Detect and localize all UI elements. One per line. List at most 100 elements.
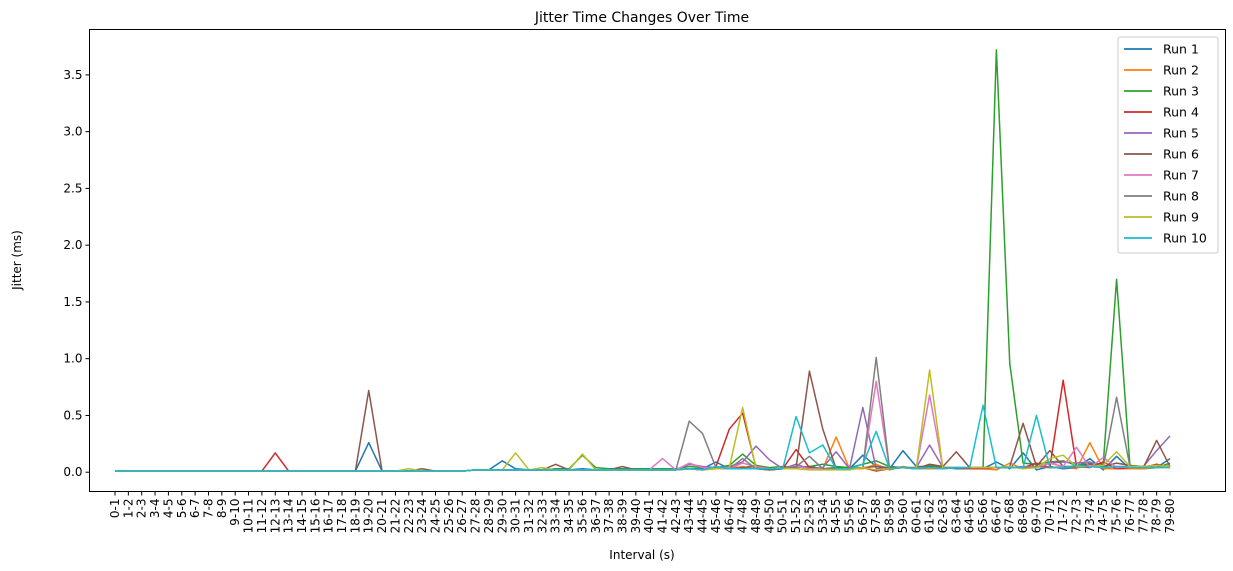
x-tick-label: 33-34 — [549, 499, 563, 534]
chart-title: Jitter Time Changes Over Time — [534, 10, 749, 26]
x-tick-label: 9-10 — [228, 499, 242, 526]
x-tick-label: 56-57 — [856, 499, 870, 534]
y-tick-label: 2.5 — [63, 181, 82, 195]
x-tick-label: 16-17 — [322, 499, 336, 534]
x-tick-label: 62-63 — [936, 499, 950, 534]
legend-label: Run 10 — [1163, 231, 1207, 246]
x-tick-label: 29-30 — [495, 499, 509, 534]
x-tick-label: 64-65 — [963, 499, 977, 534]
series-lines — [115, 49, 1171, 472]
x-tick-label: 34-35 — [562, 499, 576, 534]
x-tick-label: 38-39 — [615, 499, 629, 534]
legend-label: Run 5 — [1163, 126, 1199, 141]
x-tick-label: 47-48 — [736, 499, 750, 534]
legend-label: Run 7 — [1163, 168, 1199, 183]
y-tick-label: 3.0 — [63, 125, 82, 139]
x-tick-label: 60-61 — [909, 499, 923, 534]
x-tick-label: 53-54 — [816, 499, 830, 534]
x-tick-label: 71-72 — [1056, 499, 1070, 534]
y-axis-label: Jitter (ms) — [10, 230, 24, 291]
x-tick-label: 74-75 — [1096, 499, 1110, 534]
x-tick-label: 32-33 — [535, 499, 549, 534]
x-tick-label: 22-23 — [402, 499, 416, 534]
legend-label: Run 4 — [1163, 105, 1199, 120]
x-tick-label: 10-11 — [242, 499, 256, 534]
x-tick-label: 19-20 — [362, 499, 376, 534]
x-tick-label: 8-9 — [215, 499, 229, 519]
x-tick-label: 3-4 — [148, 499, 162, 519]
x-tick-label: 39-40 — [629, 499, 643, 534]
y-tick-label: 3.5 — [63, 68, 82, 82]
x-tick-label: 15-16 — [308, 499, 322, 534]
legend: Run 1 Run 2 Run 3 Run 4 Run 5 Run 6 Run 7 Run 8… — [1117, 36, 1219, 254]
legend-label: Run 2 — [1163, 63, 1199, 78]
x-tick-label: 79-80 — [1163, 499, 1177, 534]
x-tick-label: 31-32 — [522, 499, 536, 534]
x-tick-label: 7-8 — [201, 499, 215, 519]
x-tick-label: 20-21 — [375, 499, 389, 534]
x-tick-label: 78-79 — [1150, 499, 1164, 534]
x-tick-label: 77-78 — [1136, 499, 1150, 534]
x-tick-label: 43-44 — [682, 499, 696, 534]
x-axis: 0-1 1-2 2-3 3-4 4-5 5-6 6-7 7-8 8-9 9-10 10-11 11-1… — [108, 491, 1177, 534]
x-tick-label: 44-45 — [696, 499, 710, 534]
x-tick-label: 49-50 — [762, 499, 776, 534]
x-tick-label: 48-49 — [749, 499, 763, 534]
x-tick-label: 17-18 — [335, 499, 349, 534]
x-tick-label: 21-22 — [388, 499, 402, 534]
x-tick-label: 27-28 — [469, 499, 483, 534]
x-tick-label: 26-27 — [455, 499, 469, 534]
x-tick-label: 45-46 — [709, 499, 723, 534]
x-tick-label: 13-14 — [282, 499, 296, 534]
x-tick-label: 40-41 — [642, 499, 656, 534]
y-tick-label: 0.0 — [63, 465, 82, 479]
x-tick-label: 66-67 — [989, 499, 1003, 534]
x-tick-label: 72-73 — [1070, 499, 1084, 534]
x-tick-label: 67-68 — [1003, 499, 1017, 534]
x-axis-label: Interval (s) — [609, 548, 674, 562]
x-tick-label: 12-13 — [268, 499, 282, 534]
plot-area — [89, 29, 1226, 492]
x-tick-label: 35-36 — [575, 499, 589, 534]
x-tick-label: 41-42 — [656, 499, 670, 534]
x-tick-label: 73-74 — [1083, 499, 1097, 534]
x-tick-label: 63-64 — [949, 499, 963, 534]
x-tick-label: 75-76 — [1110, 499, 1124, 534]
x-tick-label: 61-62 — [923, 499, 937, 534]
x-tick-label: 65-66 — [976, 499, 990, 534]
x-tick-label: 1-2 — [121, 499, 135, 519]
legend-label: Run 9 — [1163, 210, 1199, 225]
x-tick-label: 36-37 — [589, 499, 603, 534]
x-tick-label: 25-26 — [442, 499, 456, 534]
legend-label: Run 3 — [1163, 84, 1199, 99]
legend-label: Run 8 — [1163, 189, 1199, 204]
x-tick-label: 14-15 — [295, 499, 309, 534]
x-tick-label: 4-5 — [161, 499, 175, 519]
x-tick-label: 2-3 — [135, 499, 149, 519]
x-tick-label: 11-12 — [255, 499, 269, 534]
x-tick-label: 5-6 — [175, 499, 189, 519]
legend-label: Run 6 — [1163, 147, 1199, 162]
y-tick-label: 2.0 — [63, 238, 82, 252]
x-tick-label: 69-70 — [1029, 499, 1043, 534]
x-tick-label: 0-1 — [108, 499, 122, 519]
y-tick-label: 1.0 — [63, 352, 82, 366]
x-tick-label: 37-38 — [602, 499, 616, 534]
x-tick-label: 52-53 — [802, 499, 816, 534]
x-tick-label: 23-24 — [415, 499, 429, 534]
y-tick-label: 1.5 — [63, 295, 82, 309]
x-tick-label: 51-52 — [789, 499, 803, 534]
series-line-run-10 — [115, 404, 1170, 472]
x-tick-label: 59-60 — [896, 499, 910, 534]
x-tick-label: 70-71 — [1043, 499, 1057, 534]
x-tick-label: 28-29 — [482, 499, 496, 534]
x-tick-label: 24-25 — [429, 499, 443, 534]
x-tick-label: 58-59 — [883, 499, 897, 534]
y-axis: 0.0 0.5 1.0 1.5 2.0 2.5 3.0 3.5 — [63, 68, 90, 479]
x-tick-label: 46-47 — [722, 499, 736, 534]
x-tick-label: 18-19 — [348, 499, 362, 534]
x-tick-label: 30-31 — [509, 499, 523, 534]
x-tick-label: 68-69 — [1016, 499, 1030, 534]
